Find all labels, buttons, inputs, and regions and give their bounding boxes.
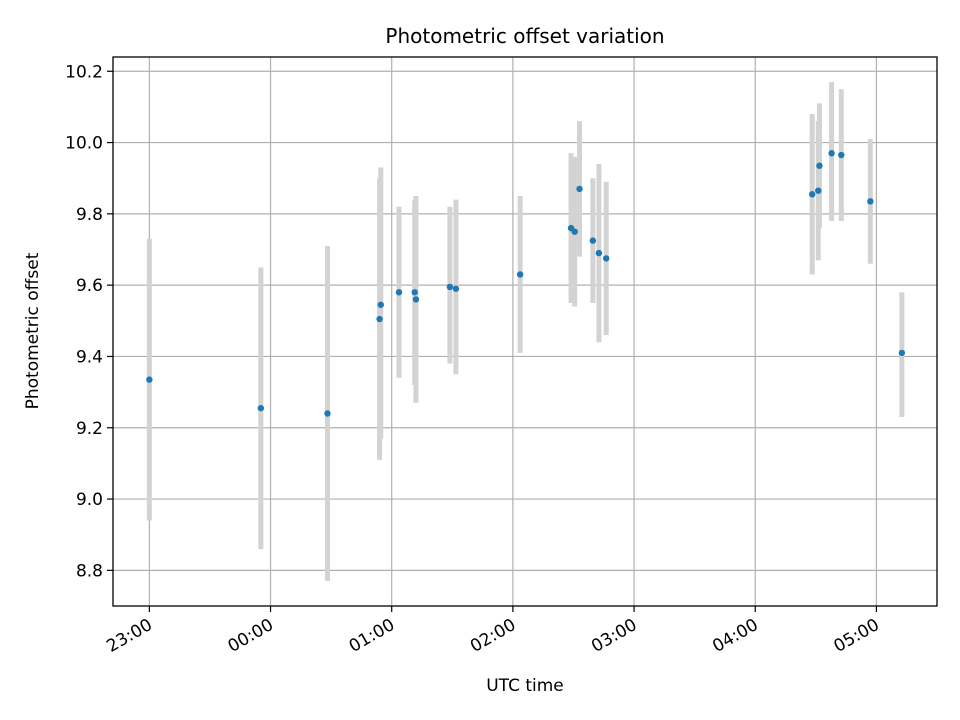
data-point [595, 249, 603, 257]
y-tick-label: 9.0 [76, 490, 103, 510]
grid [113, 57, 937, 606]
y-tick-label: 10.0 [65, 134, 103, 154]
data-point [816, 162, 823, 169]
x-tick-label: 00:00 [225, 615, 277, 657]
data-point [257, 404, 265, 412]
data-points [146, 150, 906, 417]
x-axis-label: UTC time [486, 676, 564, 696]
data-point [446, 283, 454, 291]
data-point [589, 237, 597, 244]
y-tick-label: 9.8 [76, 205, 103, 225]
data-point [412, 296, 420, 303]
x-axis-ticks: 23:00 00:00 01:00 02:00 03:00 04:00 05:00 [103, 606, 883, 657]
data-point [808, 191, 816, 198]
x-tick-label: 02:00 [467, 615, 519, 657]
data-point [576, 185, 583, 193]
y-axis-ticks: 8.8 9.0 9.2 9.4 9.6 9.8 10.0 10.2 [65, 62, 113, 581]
data-point [146, 376, 153, 383]
x-tick-label: 03:00 [588, 615, 640, 657]
data-point [602, 255, 610, 262]
y-tick-label: 9.6 [76, 276, 103, 296]
data-point [898, 349, 906, 357]
chart-title: Photometric offset variation [385, 24, 664, 48]
data-point [516, 271, 524, 278]
error-bars [146, 81, 905, 582]
y-tick-label: 9.2 [76, 419, 103, 439]
x-tick-label: 01:00 [346, 615, 398, 657]
data-point [838, 151, 845, 159]
data-point [377, 301, 384, 308]
y-tick-label: 10.2 [65, 62, 103, 82]
y-axis-label: Photometric offset [23, 252, 43, 409]
y-tick-label: 9.4 [76, 347, 103, 367]
plot-frame [112, 56, 938, 607]
data-point [324, 410, 331, 417]
data-point [828, 150, 835, 157]
data-point [395, 289, 403, 296]
x-tick-label: 04:00 [709, 615, 761, 657]
data-point [867, 198, 874, 205]
data-point [376, 315, 383, 323]
data-point [452, 285, 460, 292]
data-point [571, 228, 578, 235]
x-tick-label: 05:00 [830, 615, 882, 657]
y-tick-label: 8.8 [76, 561, 103, 581]
data-point [411, 289, 418, 296]
data-point [815, 187, 822, 194]
x-tick-label: 23:00 [103, 615, 155, 657]
